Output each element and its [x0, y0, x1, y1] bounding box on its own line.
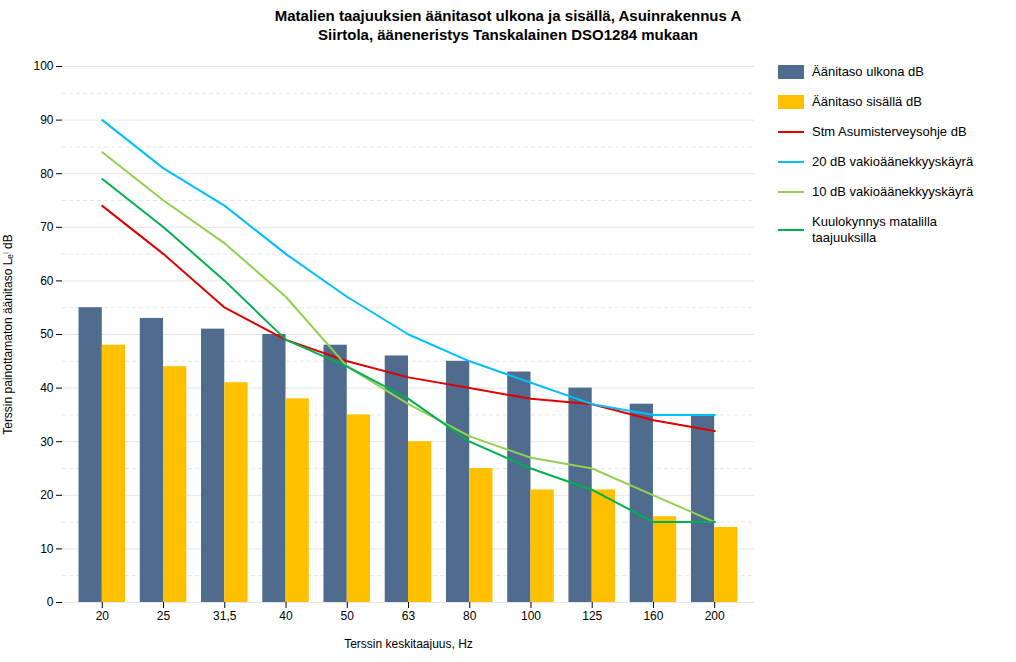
- html-text:Äänitaso ulkona dB: Äänitaso ulkona dB: [812, 64, 924, 79]
- svg-text:70: 70: [40, 220, 54, 234]
- svg-text:125: 125: [582, 609, 602, 623]
- html-text:Siirtola, ääneneristys Tanskal: Siirtola, ääneneristys Tanskalainen DSO1…: [318, 26, 698, 43]
- svg-text:20: 20: [96, 609, 110, 623]
- svg-text:60: 60: [40, 274, 54, 288]
- html-text:Kuulokynnys matalilla taajuuks: Kuulokynnys matalilla taajuuksilla: [812, 214, 937, 245]
- svg-text:Terssin painottamaton äänitaso: Terssin painottamaton äänitaso Lₑⁱ dB: [1, 234, 15, 435]
- svg-text:30: 30: [40, 435, 54, 449]
- html-text:Äänitaso sisällä dB: Äänitaso sisällä dB: [812, 94, 922, 109]
- svg-text:80: 80: [463, 609, 477, 623]
- html-text:10 dB vakioäänekkyyskäyrä: 10 dB vakioäänekkyyskäyrä: [812, 184, 974, 199]
- svg-text:100: 100: [33, 59, 53, 73]
- html-text:Stm Asumisterveysohje dB: Stm Asumisterveysohje dB: [812, 124, 967, 139]
- svg-text:200: 200: [705, 609, 725, 623]
- svg-text:40: 40: [279, 609, 293, 623]
- html-text:Matalien taajuuksien äänitasot: Matalien taajuuksien äänitasot ulkona ja…: [274, 7, 742, 24]
- svg-text:0: 0: [47, 595, 54, 609]
- svg-text:100: 100: [521, 609, 541, 623]
- svg-text:80: 80: [40, 167, 54, 181]
- svg-text:160: 160: [643, 609, 663, 623]
- svg-text:25: 25: [157, 609, 171, 623]
- svg-text:90: 90: [40, 113, 54, 127]
- svg-text:10: 10: [40, 542, 54, 556]
- svg-text:Terssin keskitaajuus, Hz: Terssin keskitaajuus, Hz: [344, 637, 473, 651]
- html-text:20 dB vakioäänekkyyskäyrä: 20 dB vakioäänekkyyskäyrä: [812, 154, 974, 169]
- svg-text:31,5: 31,5: [213, 609, 237, 623]
- svg-text:50: 50: [341, 609, 355, 623]
- svg-text:63: 63: [402, 609, 416, 623]
- svg-text:20: 20: [40, 488, 54, 502]
- svg-text:40: 40: [40, 381, 54, 395]
- svg-text:50: 50: [40, 327, 54, 341]
